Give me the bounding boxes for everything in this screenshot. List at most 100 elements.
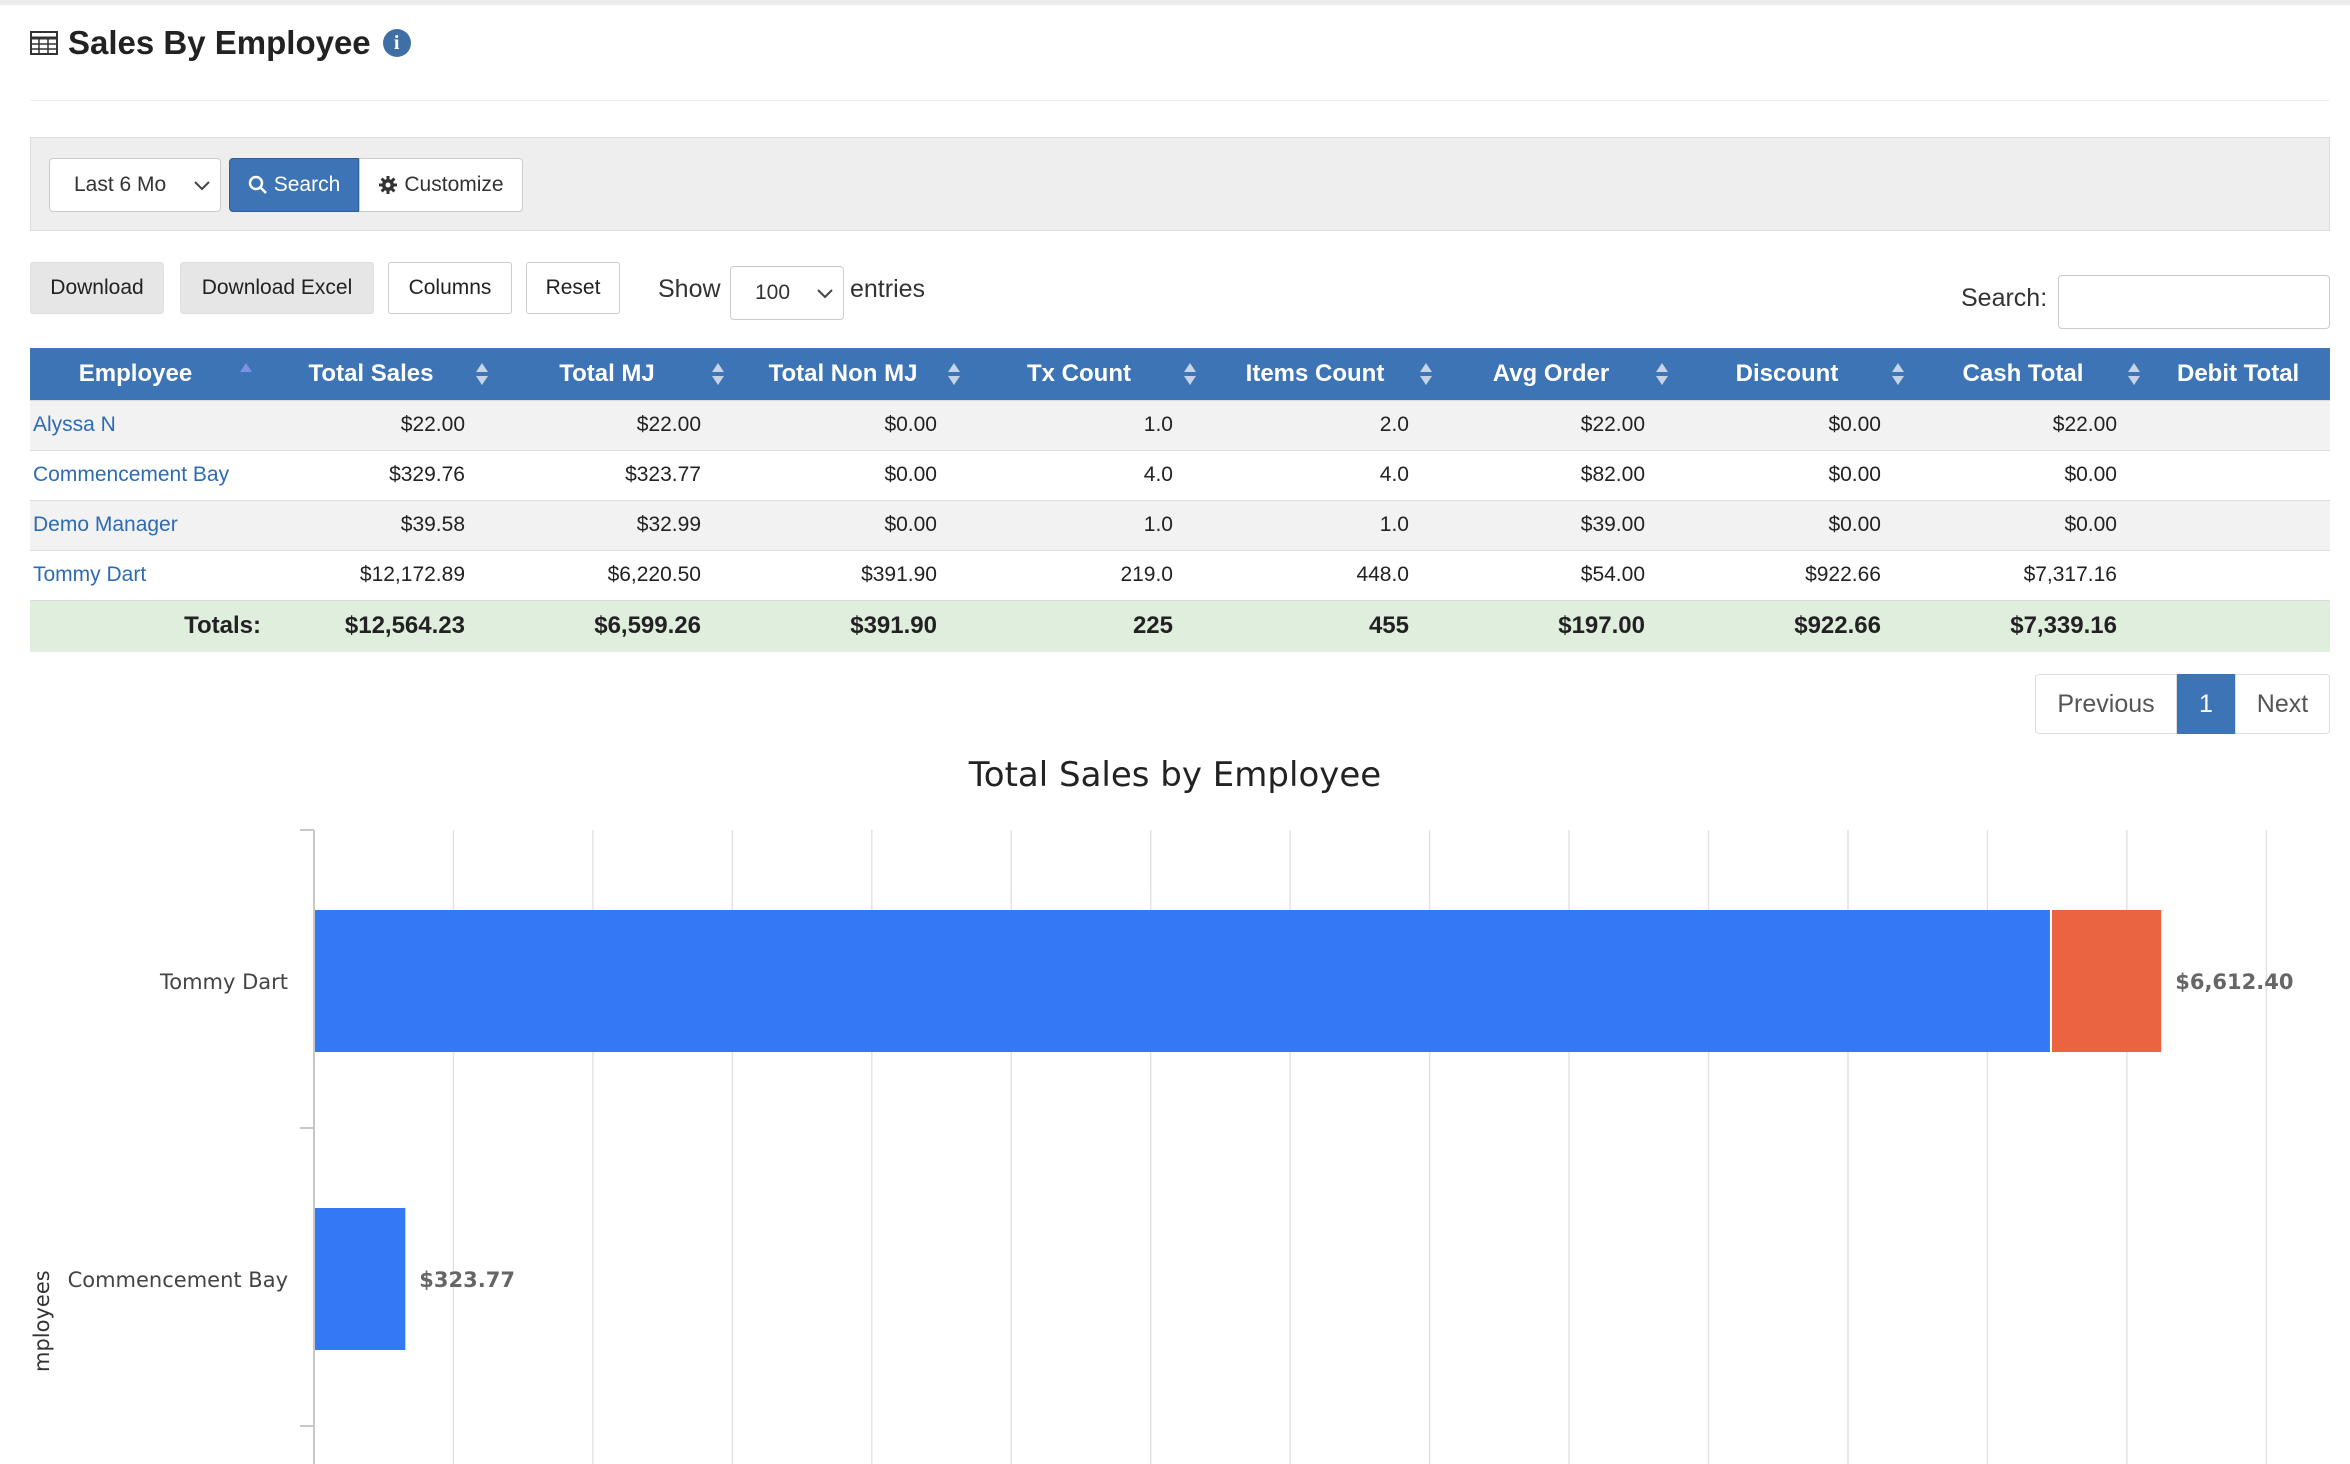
table-cell: 1.0: [1209, 499, 1445, 550]
column-header[interactable]: Total Non MJ: [737, 348, 973, 400]
table-cell: [2153, 399, 2330, 450]
column-header[interactable]: Employee: [30, 348, 265, 400]
totals-cell: $12,564.23: [265, 599, 501, 652]
table-cell: 219.0: [973, 549, 1209, 600]
period-select[interactable]: Last 6 Mo: [49, 158, 221, 212]
reset-button[interactable]: Reset: [526, 262, 620, 314]
table-cell: $6,220.50: [501, 549, 737, 600]
totals-cell: $922.66: [1681, 599, 1917, 652]
previous-page-button[interactable]: Previous: [2035, 674, 2177, 734]
page-title: Sales By Employee: [68, 24, 371, 61]
totals-cell: $6,599.26: [501, 599, 737, 652]
table-header-row: Employee Total Sales Total MJ Total Non MJ T…: [30, 348, 2330, 400]
chevron-down-icon: [817, 289, 833, 299]
column-header-label: Avg Order: [1492, 359, 1610, 387]
table-row: Commencement Bay $329.76 $323.77 $0.00 4.0 4.…: [30, 449, 2330, 500]
employee-link[interactable]: Alyssa N: [30, 399, 265, 450]
table-cell: $7,317.16: [1917, 549, 2153, 600]
column-header-label: Cash Total: [1962, 359, 2084, 387]
gear-icon: [379, 176, 398, 194]
totals-cell: $4,89: [2153, 599, 2330, 652]
table-cell: $22.00: [501, 399, 737, 450]
download-excel-button[interactable]: Download Excel: [180, 262, 374, 314]
entries-select[interactable]: 100: [730, 266, 844, 320]
table-cell: $922.66: [1681, 549, 1917, 600]
filter-bar: Last 6 Mo Search Customize: [30, 137, 2330, 231]
table-row: Alyssa N $22.00 $22.00 $0.00 1.0 2.0 $22.00 $0.…: [30, 399, 2330, 450]
column-header-label: Total Sales: [308, 359, 434, 387]
sort-both-icon: [1184, 363, 1196, 385]
search-button-label: Search: [273, 173, 341, 196]
download-button[interactable]: Download: [30, 262, 164, 314]
search-button[interactable]: Search: [229, 158, 359, 212]
chevron-down-icon: [194, 181, 210, 191]
column-header[interactable]: Tx Count: [973, 348, 1209, 400]
column-header[interactable]: Total MJ: [501, 348, 737, 400]
table-cell: $0.00: [737, 449, 973, 500]
column-header-label: Discount: [1735, 359, 1839, 387]
sort-both-icon: [476, 363, 488, 385]
column-header[interactable]: Cash Total: [1917, 348, 2153, 400]
column-header-label: Total MJ: [559, 359, 655, 387]
sales-table-wrapper: Employee Total Sales Total MJ Total Non MJ T…: [30, 348, 2330, 654]
entries-select-value: 100: [755, 281, 791, 304]
table-cell: $0.00: [1917, 449, 2153, 500]
table-cell: $0.00: [1681, 449, 1917, 500]
employee-link[interactable]: Demo Manager: [30, 499, 265, 550]
sort-both-icon: [1656, 363, 1668, 385]
employee-link[interactable]: Commencement Bay: [30, 449, 265, 500]
column-header[interactable]: Items Count: [1209, 348, 1445, 400]
sales-table: Employee Total Sales Total MJ Total Non MJ T…: [30, 348, 2330, 652]
chart-category-label: Commencement Bay: [68, 1268, 288, 1292]
chart-data-label: $6,612.40: [2175, 970, 2293, 994]
employee-link[interactable]: Tommy Dart: [30, 549, 265, 600]
column-header[interactable]: Total Sales: [265, 348, 501, 400]
table-cell: $22.00: [265, 399, 501, 450]
table-cell: $0.00: [1681, 399, 1917, 450]
page-1-button[interactable]: 1: [2177, 674, 2235, 734]
totals-cell: $391.90: [737, 599, 973, 652]
customize-button[interactable]: Customize: [359, 158, 523, 212]
page-header: Sales By Employee i: [30, 18, 411, 68]
chart-bar: [315, 1208, 406, 1350]
column-header-label: Debit Total: [2177, 359, 2300, 387]
next-page-button[interactable]: Next: [2235, 674, 2330, 734]
table-cell: 1.0: [973, 499, 1209, 550]
columns-button[interactable]: Columns: [388, 262, 512, 314]
table-totals-row: Totals: $12,564.23 $6,599.26 $391.90 225 455 $…: [30, 599, 2330, 652]
table-search-input[interactable]: [2058, 275, 2330, 329]
table-cell: $0.00: [1917, 499, 2153, 550]
chart-bar: [2051, 910, 2162, 1052]
table-cell: $323.77: [501, 449, 737, 500]
table-icon: [30, 31, 58, 55]
table-cell: $54.00: [1445, 549, 1681, 600]
column-header[interactable]: Avg Order: [1445, 348, 1681, 400]
table-cell: $82.00: [1445, 449, 1681, 500]
totals-cell: 225: [973, 599, 1209, 652]
table-cell: $39.00: [1445, 499, 1681, 550]
chart-bar: [315, 910, 2050, 1052]
totals-cell: $7,339.16: [1917, 599, 2153, 652]
search-icon: [248, 175, 267, 194]
header-divider: [30, 100, 2330, 101]
column-header[interactable]: Discount: [1681, 348, 1917, 400]
table-cell: $: [2153, 499, 2330, 550]
column-header-label: Tx Count: [1027, 359, 1131, 387]
sort-both-icon: [1420, 363, 1432, 385]
table-cell: $3: [2153, 449, 2330, 500]
column-header-label: Total Non MJ: [768, 359, 918, 387]
table-cell: 1.0: [973, 399, 1209, 450]
table-cell: $0.00: [1681, 499, 1917, 550]
sort-both-icon: [2128, 363, 2140, 385]
sort-ascending-icon: [240, 363, 252, 372]
column-header[interactable]: Debit Total: [2153, 348, 2330, 400]
table-body: Alyssa N $22.00 $22.00 $0.00 1.0 2.0 $22.00 $0.…: [30, 399, 2330, 600]
info-circle-icon[interactable]: i: [382, 29, 411, 57]
column-header-label: Items Count: [1245, 359, 1385, 387]
sort-both-icon: [1892, 363, 1904, 385]
table-row: Tommy Dart $12,172.89 $6,220.50 $391.90 219.…: [30, 549, 2330, 600]
table-cell: $22.00: [1445, 399, 1681, 450]
table-cell: 4.0: [973, 449, 1209, 500]
totals-cell: 455: [1209, 599, 1445, 652]
totals-label: Totals:: [30, 599, 265, 652]
